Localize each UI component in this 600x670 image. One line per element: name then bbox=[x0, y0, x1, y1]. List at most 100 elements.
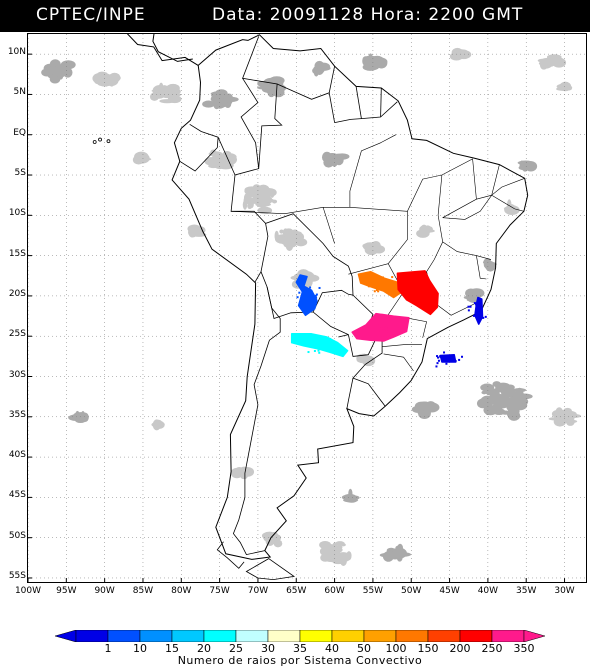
storm-speckle bbox=[383, 278, 386, 281]
lat-label: 10S bbox=[8, 208, 26, 219]
storm-speckle bbox=[331, 345, 334, 348]
storm-speckle bbox=[307, 351, 310, 354]
storm-system-5 bbox=[351, 312, 410, 342]
storm-layer bbox=[290, 270, 487, 368]
storm-system-7 bbox=[439, 353, 457, 363]
storm-speckle bbox=[315, 296, 318, 299]
galapagos-island bbox=[92, 140, 97, 144]
colorbar-tick-label: 20 bbox=[197, 642, 211, 655]
lon-label: 100W bbox=[14, 586, 42, 596]
cloud-patch bbox=[356, 353, 369, 364]
lon-label: 30W bbox=[554, 586, 575, 596]
agency-title: CPTEC/INPE bbox=[36, 5, 146, 25]
colorbar-segment bbox=[459, 630, 493, 642]
cloud-patch bbox=[484, 258, 491, 264]
storm-speckle bbox=[385, 326, 388, 329]
cloud-patch bbox=[420, 224, 428, 235]
map-svg bbox=[28, 34, 586, 582]
cloud-patch bbox=[60, 60, 76, 70]
storm-speckle bbox=[329, 337, 332, 340]
storm-speckle bbox=[377, 334, 380, 337]
cloud-patch bbox=[242, 200, 248, 210]
storm-speckle bbox=[387, 327, 390, 330]
storm-speckle bbox=[418, 286, 421, 289]
storm-speckle bbox=[391, 276, 394, 279]
colorbar-tick-label: 200 bbox=[449, 642, 471, 655]
storm-speckle bbox=[304, 290, 307, 293]
cloud-patch bbox=[512, 393, 518, 401]
cloud-patch bbox=[485, 261, 496, 272]
storm-speckle bbox=[384, 289, 387, 292]
storm-speckle bbox=[410, 292, 413, 295]
storm-speckle bbox=[385, 330, 388, 333]
storm-speckle bbox=[411, 295, 414, 298]
storm-speckle bbox=[318, 351, 321, 354]
header-bar: CPTEC/INPE Data: 20091128 Hora: 2200 GMT bbox=[0, 0, 590, 32]
lon-label: 80W bbox=[171, 586, 192, 596]
storm-speckle bbox=[439, 355, 442, 358]
storm-speckle bbox=[432, 293, 435, 296]
lat-label: EQ bbox=[13, 127, 26, 138]
cloud-patch bbox=[63, 65, 71, 75]
lat-label: 25S bbox=[8, 329, 26, 340]
cloud-patch bbox=[346, 551, 352, 561]
cloud-layer bbox=[41, 47, 582, 566]
colorbar-tick-label: 15 bbox=[165, 642, 179, 655]
colorbar-tick-label: 250 bbox=[481, 642, 503, 655]
storm-system-3 bbox=[357, 270, 403, 299]
lat-label: 10N bbox=[7, 47, 26, 58]
storm-speckle bbox=[382, 327, 385, 330]
lat-label: 30S bbox=[8, 369, 26, 380]
cloud-patch bbox=[566, 411, 572, 420]
storm-speckle bbox=[480, 315, 483, 318]
storm-speckle bbox=[376, 282, 379, 285]
cloud-patch bbox=[317, 62, 331, 70]
central-america-pacific-coast bbox=[126, 34, 199, 66]
storm-speckle bbox=[381, 276, 384, 279]
colorbar-tick-label: 35 bbox=[293, 642, 307, 655]
lon-label: 65W bbox=[286, 586, 307, 596]
cloud-patch bbox=[272, 87, 285, 98]
cloud-patch bbox=[341, 494, 357, 501]
colorbar-segment bbox=[491, 630, 525, 642]
storm-speckle bbox=[387, 330, 390, 333]
cloud-patch bbox=[386, 551, 399, 557]
lat-label: 35S bbox=[8, 409, 26, 420]
cloud-patch bbox=[279, 229, 284, 234]
lat-label: 40S bbox=[8, 450, 26, 461]
colorbar-segment bbox=[427, 630, 461, 642]
galapagos-island bbox=[98, 137, 102, 142]
brazil-state-border bbox=[442, 158, 477, 218]
brazil-state-border bbox=[322, 207, 335, 244]
peru-chile-border bbox=[254, 271, 262, 283]
cloud-patch bbox=[261, 188, 277, 197]
storm-speckle bbox=[329, 341, 332, 344]
storm-speckle bbox=[436, 362, 439, 365]
storm-speckle bbox=[482, 316, 485, 319]
suriname-border bbox=[355, 86, 362, 119]
colorbar-tick-label: 100 bbox=[385, 642, 407, 655]
cloud-patch bbox=[223, 96, 239, 103]
cloud-patch bbox=[542, 59, 556, 65]
cloud-patch bbox=[465, 288, 477, 299]
storm-speckle bbox=[426, 287, 429, 290]
storm-speckle bbox=[317, 349, 320, 352]
colorbar-segment bbox=[395, 630, 429, 642]
guyana-brazil-border bbox=[328, 92, 335, 123]
colorbar-segment bbox=[363, 630, 397, 642]
storm-speckle bbox=[314, 294, 317, 297]
lon-label: 60W bbox=[324, 586, 345, 596]
colombia-ecuador-border bbox=[189, 123, 236, 176]
cloud-patch bbox=[152, 87, 160, 96]
storm-speckle bbox=[298, 291, 301, 294]
storm-speckle bbox=[371, 285, 374, 288]
cloud-patch bbox=[513, 399, 523, 407]
storm-speckle bbox=[304, 288, 307, 291]
brazil-state-border bbox=[383, 353, 414, 372]
cloud-patch bbox=[522, 161, 527, 168]
storm-speckle bbox=[315, 293, 318, 296]
cloud-patch bbox=[554, 56, 561, 67]
storm-speckle bbox=[314, 342, 317, 345]
lon-label: 50W bbox=[401, 586, 422, 596]
colorbar-tick-label: 10 bbox=[133, 642, 147, 655]
